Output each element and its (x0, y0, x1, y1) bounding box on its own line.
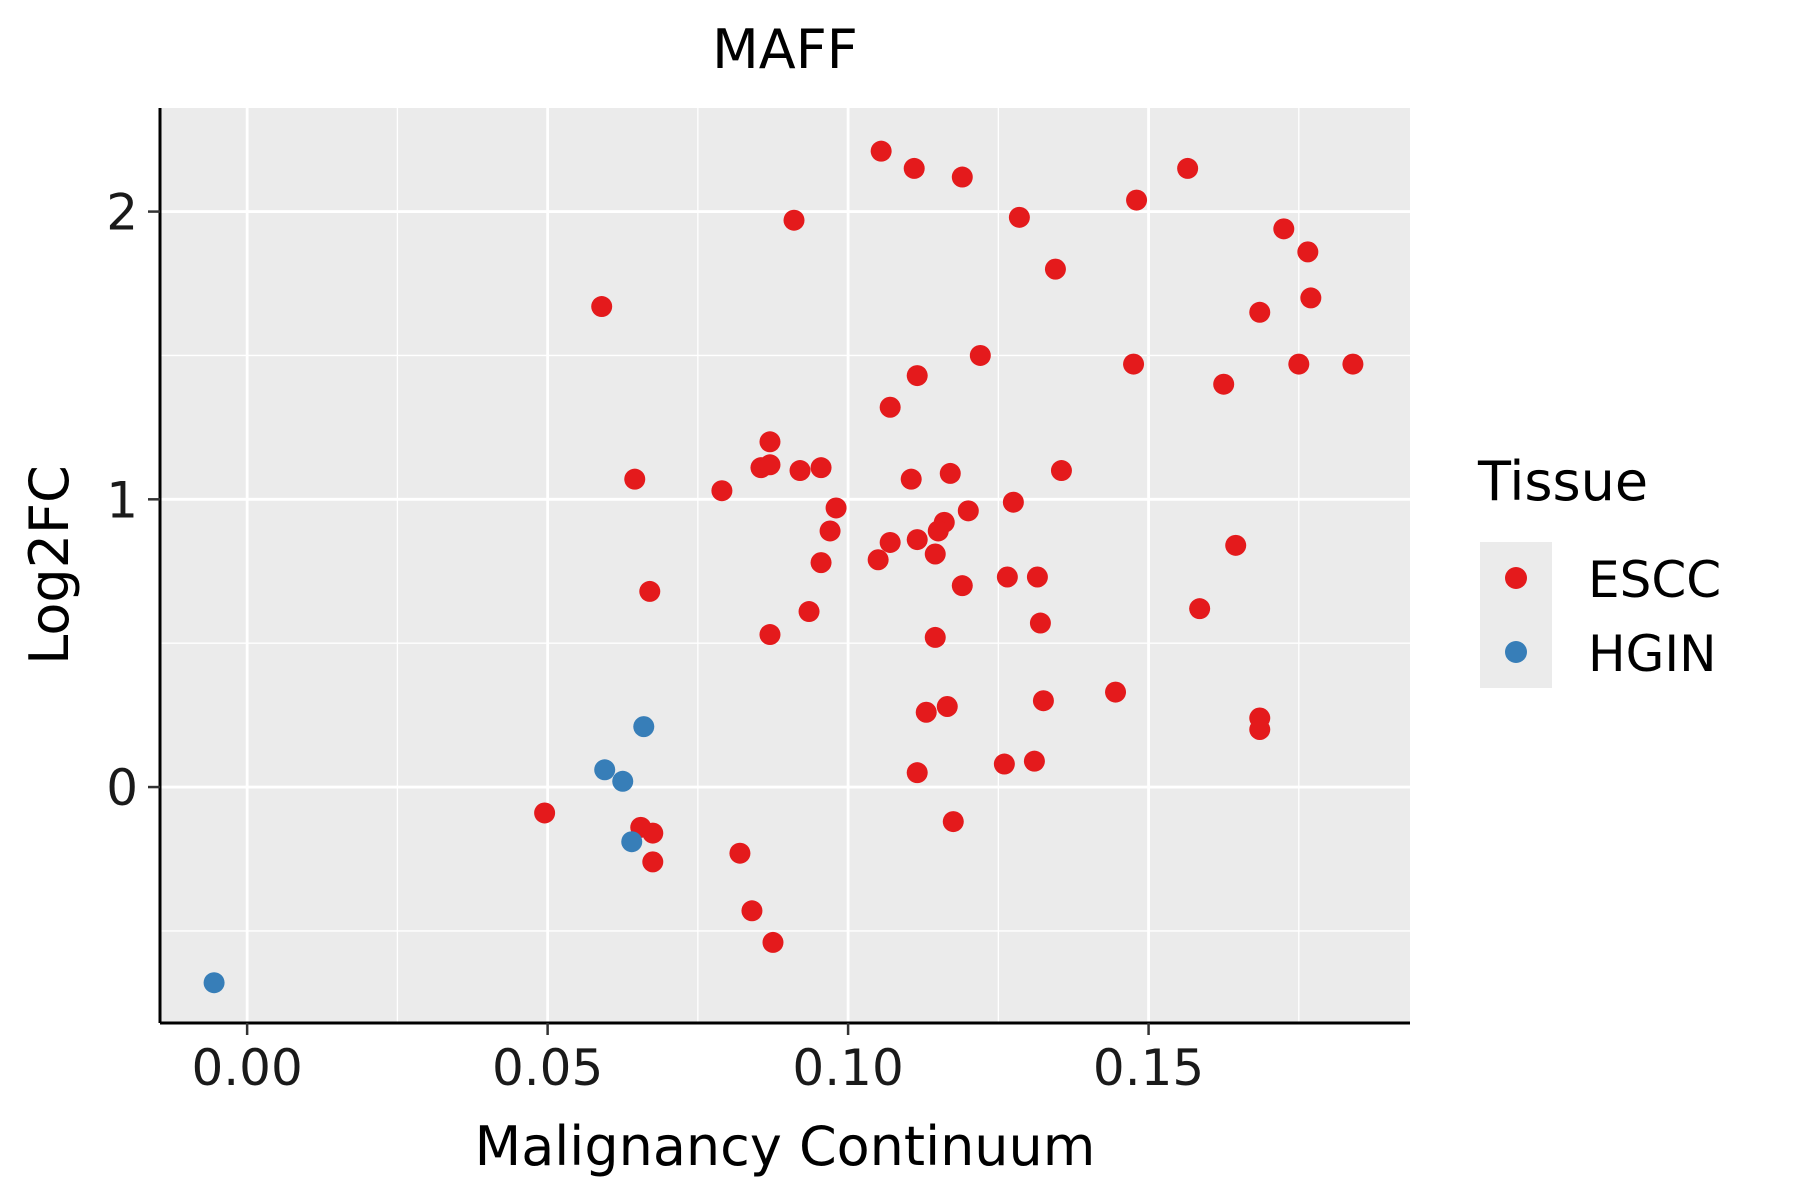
data-point-escc (924, 543, 946, 565)
data-point-escc (1008, 206, 1030, 228)
data-point-escc (1044, 258, 1066, 280)
data-point-escc (1029, 612, 1051, 634)
data-point-escc (759, 624, 781, 646)
y-tick-label: 0 (106, 759, 138, 817)
data-point-escc (906, 365, 928, 387)
legend-label-escc: ESCC (1588, 551, 1721, 609)
data-point-escc (741, 900, 763, 922)
chart-title: MAFF (712, 18, 858, 81)
data-point-hgin (594, 759, 616, 781)
data-point-escc (936, 695, 958, 717)
data-point-escc (819, 520, 841, 542)
y-tick-label: 1 (106, 471, 138, 529)
y-axis-label: Log2FC (18, 465, 81, 665)
data-point-escc (906, 529, 928, 551)
data-point-escc (879, 396, 901, 418)
data-point-escc (642, 851, 664, 873)
data-point-hgin (621, 831, 643, 853)
data-points (203, 140, 1364, 994)
data-point-escc (1300, 287, 1322, 309)
plot-panel (160, 108, 1410, 1023)
data-point-escc (993, 753, 1015, 775)
data-point-escc (1126, 189, 1148, 211)
data-point-escc (1273, 218, 1295, 240)
data-point-escc (870, 140, 892, 162)
data-point-escc (798, 601, 820, 623)
data-point-hgin (633, 716, 655, 738)
data-point-escc (996, 566, 1018, 588)
data-point-escc (1032, 690, 1054, 712)
data-point-escc (759, 431, 781, 453)
x-axis-label: Malignancy Continuum (475, 1115, 1096, 1178)
legend-key-background (1480, 542, 1552, 688)
data-point-escc (729, 842, 751, 864)
data-point-escc (942, 811, 964, 833)
data-point-escc (957, 500, 979, 522)
data-point-escc (624, 468, 646, 490)
x-tick-label: 0.10 (792, 1039, 903, 1097)
data-point-escc (1026, 566, 1048, 588)
data-point-hgin (612, 770, 634, 792)
data-point-escc (639, 580, 661, 602)
legend-key-escc (1505, 567, 1527, 589)
data-point-escc (642, 822, 664, 844)
data-point-escc (1225, 534, 1247, 556)
data-point-escc (924, 626, 946, 648)
data-point-escc (1050, 460, 1072, 482)
grid-major (160, 108, 1410, 1023)
data-point-escc (867, 549, 889, 571)
data-point-escc (879, 531, 901, 553)
x-ticks: 0.00 0.05 0.10 0.15 (191, 1023, 1204, 1097)
legend-label-hgin: HGIN (1588, 625, 1717, 683)
data-point-escc (711, 480, 733, 502)
data-point-escc (915, 701, 937, 723)
data-point-escc (969, 344, 991, 366)
data-point-escc (1213, 373, 1235, 395)
data-point-escc (1002, 491, 1024, 513)
data-point-escc (810, 457, 832, 479)
data-point-escc (903, 157, 925, 179)
legend: Tissue ESCC HGIN (1477, 450, 1721, 688)
data-point-hgin (203, 972, 225, 994)
data-point-escc (1249, 719, 1271, 741)
legend-title: Tissue (1477, 450, 1648, 513)
data-point-escc (762, 931, 784, 953)
data-point-escc (591, 296, 613, 318)
data-point-escc (810, 552, 832, 574)
x-tick-label: 0.00 (191, 1039, 302, 1097)
data-point-escc (951, 575, 973, 597)
data-point-escc (927, 520, 949, 542)
data-point-escc (759, 454, 781, 476)
data-point-escc (1189, 598, 1211, 620)
data-point-escc (1105, 681, 1127, 703)
data-point-escc (1288, 353, 1310, 375)
data-point-escc (900, 468, 922, 490)
data-point-escc (951, 166, 973, 188)
data-point-escc (1177, 157, 1199, 179)
data-point-escc (783, 209, 805, 231)
x-tick-label: 0.05 (492, 1039, 603, 1097)
data-point-escc (1249, 301, 1271, 323)
data-point-escc (939, 462, 961, 484)
data-point-escc (825, 497, 847, 519)
x-tick-label: 0.15 (1093, 1039, 1204, 1097)
data-point-escc (1023, 750, 1045, 772)
data-point-escc (906, 762, 928, 784)
y-tick-label: 2 (106, 184, 138, 242)
data-point-escc (1342, 353, 1364, 375)
grid-minor (160, 108, 1410, 1023)
data-point-escc (1297, 241, 1319, 263)
data-point-escc (534, 802, 556, 824)
legend-key-hgin (1505, 641, 1527, 663)
data-point-escc (1123, 353, 1145, 375)
y-ticks: 0 1 2 (106, 184, 160, 817)
data-point-escc (789, 460, 811, 482)
